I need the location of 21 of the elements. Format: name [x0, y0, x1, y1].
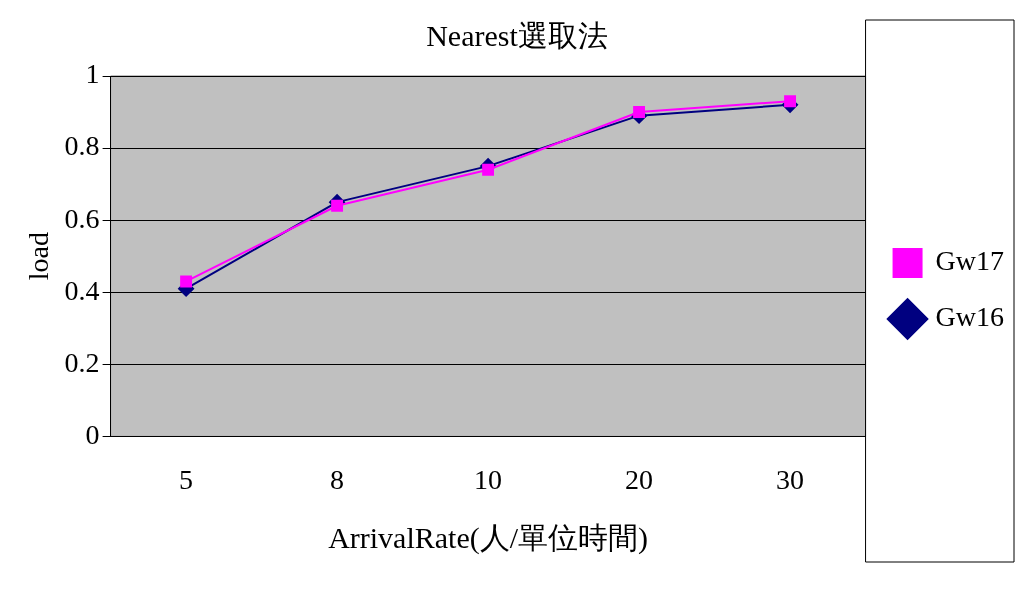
- y-tick-label: 0.6: [64, 202, 100, 234]
- x-tick-label: 30: [776, 463, 805, 495]
- point: [633, 106, 646, 118]
- y-tick-label: 0.2: [64, 346, 100, 378]
- x-tick-label: 8: [330, 463, 345, 495]
- y-tick-label: 0.4: [64, 274, 100, 306]
- x-tick-label: 20: [625, 463, 654, 495]
- y-axis-title: load: [23, 232, 55, 281]
- y-tick-label: 0: [85, 418, 100, 450]
- legend-label: Gw16: [935, 301, 1005, 333]
- x-axis-title: ArrivalRate(人/單位時間): [328, 520, 649, 555]
- point: [180, 275, 193, 288]
- legend-label: Gw17: [935, 245, 1005, 277]
- x-tick-label: 10: [474, 463, 503, 495]
- chart-title: Nearest選取法: [426, 18, 608, 52]
- y-tick-label: 0.8: [64, 130, 100, 162]
- x-tick-label: 5: [179, 463, 194, 495]
- point: [331, 199, 344, 212]
- point: [482, 163, 495, 176]
- y-tick-label: 1: [85, 58, 100, 90]
- point: [784, 95, 797, 108]
